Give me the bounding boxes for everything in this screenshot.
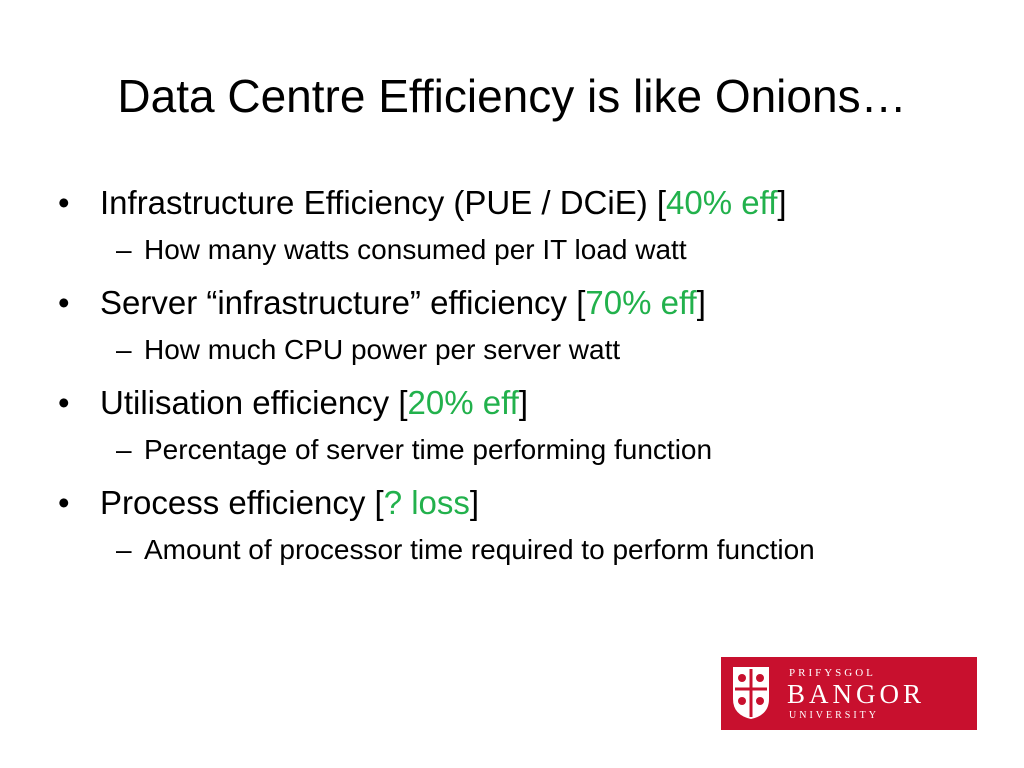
crest-icon bbox=[733, 667, 769, 719]
bullet-icon: • bbox=[58, 284, 70, 321]
logo-line-1: PRIFYSGOL bbox=[789, 667, 876, 679]
slide-title: Data Centre Efficiency is like Onions… bbox=[117, 70, 907, 122]
university-logo: PRIFYSGOL BANGOR UNIVERSITY bbox=[721, 657, 977, 730]
bullet-suffix: ] bbox=[469, 484, 480, 521]
sub-bullet: – Percentage of server time performing f… bbox=[58, 430, 988, 470]
dash-icon: – bbox=[116, 434, 132, 465]
bullet-suffix: ] bbox=[696, 284, 706, 321]
sub-bullet: – Amount of processor time required to p… bbox=[58, 530, 988, 570]
bullet-item: • Infrastructure Efficiency (PUE / DCiE)… bbox=[58, 180, 988, 270]
bullet-text: Server “infrastructure” efficiency [ bbox=[100, 284, 586, 321]
bullet-text: Infrastructure Efficiency (PUE / DCiE) [ bbox=[100, 184, 667, 221]
sub-bullet: – How much CPU power per server watt bbox=[58, 330, 988, 370]
bullet-icon: • bbox=[58, 184, 70, 221]
bullet-list: • Infrastructure Efficiency (PUE / DCiE)… bbox=[58, 180, 988, 580]
sub-bullet-text: How many watts consumed per IT load watt bbox=[144, 234, 687, 265]
bullet-text: Utilisation efficiency [ bbox=[100, 384, 408, 421]
sub-bullet-text: Amount of processor time required to per… bbox=[144, 534, 815, 565]
dash-icon: – bbox=[116, 234, 132, 265]
bullet-main: • Infrastructure Efficiency (PUE / DCiE)… bbox=[58, 180, 988, 226]
bullet-text: Process efficiency [ bbox=[100, 484, 384, 521]
bullet-main: • Process efficiency [? loss] bbox=[58, 480, 988, 526]
bullet-icon: • bbox=[58, 484, 70, 521]
logo-line-2: BANGOR bbox=[787, 679, 926, 709]
bullet-item: • Utilisation efficiency [20% eff] – Per… bbox=[58, 380, 988, 470]
sub-bullet-text: Percentage of server time performing fun… bbox=[144, 434, 713, 465]
sub-bullet-text: How much CPU power per server watt bbox=[144, 334, 621, 365]
efficiency-value: 70% eff bbox=[585, 284, 697, 321]
dash-icon: – bbox=[116, 334, 132, 365]
logo-line-3: UNIVERSITY bbox=[789, 710, 879, 721]
bullet-suffix: ] bbox=[518, 384, 529, 421]
sub-bullet: – How many watts consumed per IT load wa… bbox=[58, 230, 988, 270]
bullet-main: • Utilisation efficiency [20% eff] bbox=[58, 380, 988, 426]
bullet-icon: • bbox=[58, 384, 70, 421]
dash-icon: – bbox=[116, 534, 132, 565]
efficiency-value: 20% eff bbox=[407, 384, 519, 421]
bullet-item: • Process efficiency [? loss] – Amount o… bbox=[58, 480, 988, 570]
bullet-item: • Server “infrastructure” efficiency [70… bbox=[58, 280, 988, 370]
bullet-suffix: ] bbox=[777, 184, 787, 221]
bullet-main: • Server “infrastructure” efficiency [70… bbox=[58, 280, 988, 326]
efficiency-value: 40% eff bbox=[666, 184, 778, 221]
efficiency-value: ? loss bbox=[383, 484, 470, 521]
